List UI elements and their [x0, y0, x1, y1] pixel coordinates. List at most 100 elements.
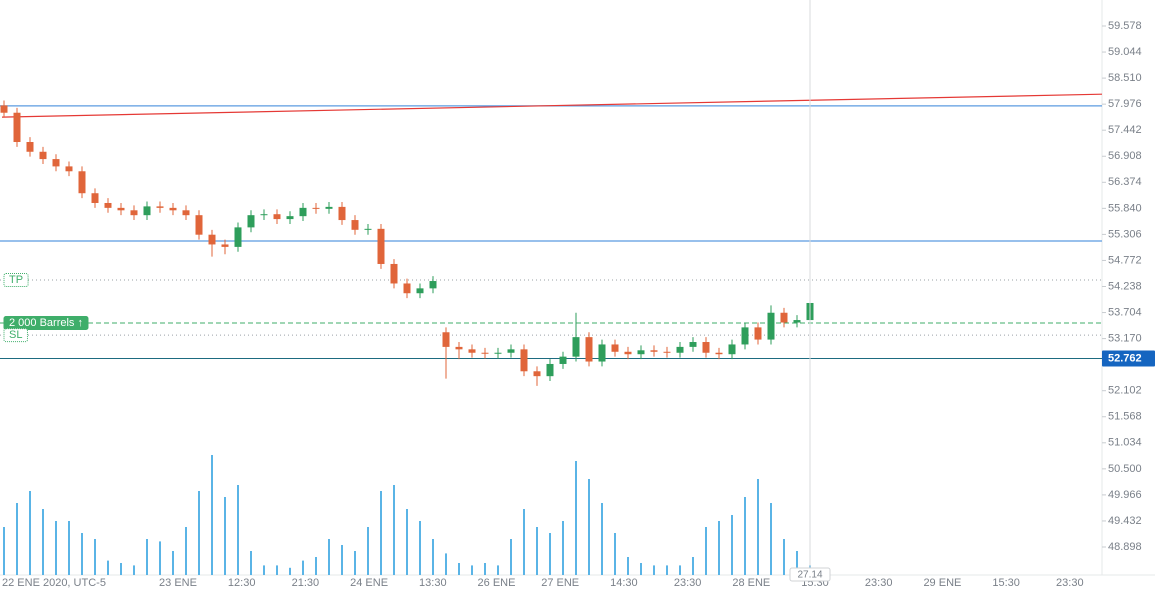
x-tick-label: 24 ENE	[350, 577, 388, 589]
candle-body	[312, 207, 320, 209]
x-tick-label: 14:30	[610, 577, 638, 589]
last-price-label: 52.762	[1108, 352, 1142, 364]
volume-bar	[510, 539, 512, 575]
x-tick-label: 26 ENE	[478, 577, 516, 589]
volume-bar	[718, 521, 720, 575]
volume-bar	[16, 503, 18, 575]
candle-body	[598, 344, 606, 362]
volume-bar	[757, 479, 759, 575]
candle-body	[624, 351, 632, 355]
volume-bar	[315, 557, 317, 575]
x-tick-label: 23:30	[674, 577, 702, 589]
volume-bar	[380, 491, 382, 575]
candle-body	[429, 281, 437, 289]
candle-body	[104, 202, 112, 208]
candle-body	[507, 349, 515, 353]
volume-bar	[523, 509, 525, 575]
candle-body	[767, 312, 775, 340]
volume-bar	[276, 565, 278, 575]
volume-bar	[783, 539, 785, 575]
x-tick-label: 27 ENE	[541, 577, 579, 589]
candle-body	[299, 207, 307, 217]
candle-body	[572, 337, 580, 357]
candle-body	[702, 342, 710, 353]
volume-bar	[328, 539, 330, 575]
y-tick-label: 58.510	[1108, 72, 1142, 84]
volume-bar	[289, 567, 291, 575]
volume-bar	[796, 551, 798, 575]
candle-body	[611, 344, 619, 352]
y-tick-label: 55.306	[1108, 228, 1142, 240]
candle-body	[182, 210, 190, 216]
candle-body	[143, 206, 151, 216]
y-tick-label: 50.500	[1108, 463, 1142, 475]
candle-body	[13, 112, 21, 143]
y-tick-label: 51.568	[1108, 411, 1142, 423]
y-tick-label: 52.102	[1108, 385, 1142, 397]
volume-bar	[29, 491, 31, 575]
x-tick-label: 23:30	[865, 577, 893, 589]
y-tick-label: 57.442	[1108, 124, 1142, 136]
volume-bar	[107, 560, 109, 575]
volume-bar	[3, 527, 5, 575]
order-box	[3, 315, 89, 330]
candle-body	[754, 327, 762, 340]
volume-bar	[263, 565, 265, 575]
volume-bar	[237, 485, 239, 575]
y-tick-label: 53.170	[1108, 333, 1142, 345]
candle-body	[195, 215, 203, 235]
candle-body	[520, 349, 528, 372]
candle-body	[728, 344, 736, 355]
volume-bar	[588, 479, 590, 575]
x-tick-label: 23 ENE	[159, 577, 197, 589]
y-tick-label: 59.044	[1108, 46, 1142, 58]
x-tick-label: 28 ENE	[732, 577, 770, 589]
candle-body	[247, 215, 255, 228]
volume-bar	[133, 565, 135, 575]
volume-bar	[354, 551, 356, 575]
candle-body	[130, 210, 138, 216]
volume-bar	[393, 485, 395, 575]
volume-bar	[224, 497, 226, 575]
candle-body	[221, 244, 229, 247]
volume-bar	[198, 491, 200, 575]
volume-bar	[341, 545, 343, 575]
candle-body	[715, 352, 723, 355]
crosshair-label: 27.14	[797, 570, 822, 581]
candle-body	[650, 350, 658, 352]
volume-bar	[146, 539, 148, 575]
x-tick-label: 15:30	[992, 577, 1020, 589]
candle-body	[0, 105, 8, 113]
trendline	[1, 93, 1103, 118]
volume-bar	[627, 557, 629, 575]
candle-body	[39, 151, 47, 160]
candle-body	[234, 227, 242, 247]
take_profit-box	[3, 273, 29, 288]
candle-body	[364, 228, 372, 230]
volume-bar	[666, 565, 668, 575]
candle-body	[481, 352, 489, 354]
candle-body	[455, 346, 463, 350]
volume-bar	[549, 533, 551, 575]
volume-bar	[770, 503, 772, 575]
candle-body	[260, 214, 268, 216]
stop_loss-tag: SL	[3, 328, 28, 343]
volume-bar	[458, 563, 460, 575]
volume-bar	[679, 565, 681, 575]
last-price-box	[1102, 350, 1155, 367]
candle-body	[325, 206, 333, 209]
volume-bar	[55, 521, 57, 575]
candle-body	[780, 312, 788, 323]
candle-body	[156, 206, 164, 208]
volume-bar	[653, 565, 655, 575]
y-tick-label: 54.772	[1108, 254, 1142, 266]
candle-body	[442, 332, 450, 347]
volume-bar	[432, 539, 434, 575]
y-tick-label: 51.034	[1108, 437, 1142, 449]
take_profit-tag: TP	[3, 273, 29, 288]
volume-bar	[692, 557, 694, 575]
candle-body	[78, 171, 86, 194]
x-tick-label: 13:30	[419, 577, 447, 589]
volume-bar	[445, 553, 447, 575]
candle-body	[208, 234, 216, 245]
